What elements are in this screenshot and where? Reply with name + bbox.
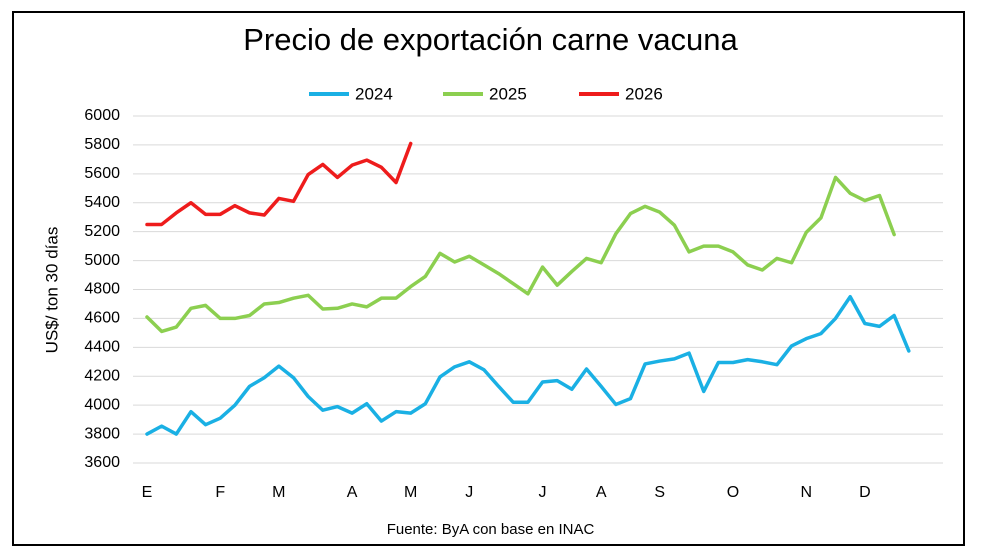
legend-label: 2025 [489, 84, 527, 103]
y-tick-label: 3600 [84, 454, 120, 471]
y-tick-label: 4800 [84, 281, 120, 298]
y-tick-label: 4400 [84, 339, 120, 356]
chart-title: Precio de exportación carne vacuna [243, 22, 738, 57]
y-tick-label: 5400 [84, 194, 120, 211]
x-tick-label: N [800, 484, 812, 501]
gridlines [133, 115, 943, 464]
source-note: Fuente: ByA con base en INAC [386, 521, 595, 538]
x-tick-label: M [404, 484, 417, 501]
x-tick-label: O [727, 484, 739, 501]
x-tick-label: S [654, 484, 665, 501]
y-tick-label: 5000 [84, 252, 120, 269]
legend-label: 2026 [625, 84, 663, 103]
series-line-2024 [145, 294, 911, 436]
series-line-2025 [145, 175, 896, 334]
y-tick-label: 4000 [84, 396, 120, 413]
x-tick-label: J [539, 484, 547, 501]
x-tick-label: J [465, 484, 473, 501]
y-tick-label: 3800 [84, 425, 120, 442]
y-axis-label: US$/ ton 30 días [42, 227, 61, 354]
y-axis-ticks: 3600 3800 4000 4200 4400 4600 4800 5000 5200 5400… [84, 107, 120, 471]
series-line-2026 [145, 141, 413, 227]
y-tick-label: 6000 [84, 107, 120, 124]
x-tick-label: D [859, 484, 871, 501]
y-tick-label: 5800 [84, 136, 120, 153]
y-tick-label: 4200 [84, 367, 120, 384]
x-tick-label: A [596, 484, 607, 501]
legend-label: 2024 [355, 84, 393, 103]
x-tick-label: E [142, 484, 153, 501]
y-tick-label: 5200 [84, 223, 120, 240]
chart-frame [12, 11, 965, 546]
y-tick-label: 5600 [84, 165, 120, 182]
y-tick-label: 4600 [84, 310, 120, 327]
series-lines [145, 141, 911, 436]
legend: 2024 2025 2026 [309, 84, 663, 103]
x-tick-label: A [347, 484, 358, 501]
x-tick-label: M [272, 484, 285, 501]
x-tick-label: F [215, 484, 225, 501]
